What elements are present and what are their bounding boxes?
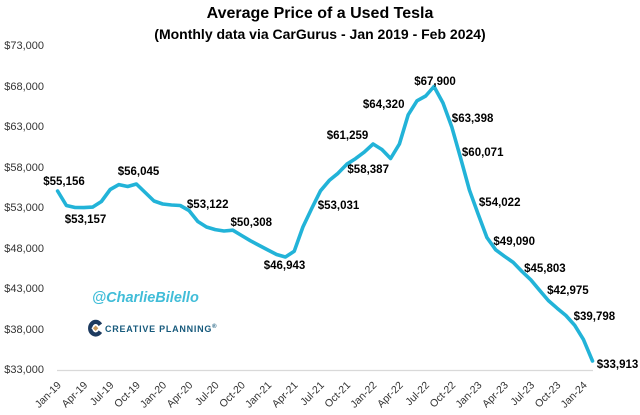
svg-text:Oct-19: Oct-19 (112, 379, 143, 410)
svg-text:Jan-20: Jan-20 (138, 379, 169, 410)
svg-text:Jan-22: Jan-22 (348, 379, 379, 410)
svg-text:Jul-21: Jul-21 (298, 379, 327, 408)
svg-text:Jul-23: Jul-23 (508, 379, 537, 408)
svg-text:Jul-22: Jul-22 (403, 379, 432, 408)
svg-text:Apr-19: Apr-19 (59, 379, 90, 410)
svg-text:Apr-23: Apr-23 (480, 379, 511, 410)
svg-text:Oct-20: Oct-20 (217, 379, 248, 410)
svg-text:Jan-24: Jan-24 (559, 379, 590, 410)
svg-text:Jan-19: Jan-19 (33, 379, 64, 410)
svg-text:Jan-21: Jan-21 (243, 379, 274, 410)
svg-text:Apr-20: Apr-20 (165, 379, 196, 410)
svg-text:Apr-21: Apr-21 (270, 379, 301, 410)
svg-text:Jul-20: Jul-20 (193, 379, 222, 408)
svg-text:Jan-23: Jan-23 (453, 379, 484, 410)
svg-text:Apr-22: Apr-22 (375, 379, 406, 410)
svg-text:Oct-23: Oct-23 (533, 379, 564, 410)
svg-text:Oct-21: Oct-21 (322, 379, 353, 410)
svg-text:Jul-19: Jul-19 (88, 379, 117, 408)
svg-text:Oct-22: Oct-22 (427, 379, 458, 410)
